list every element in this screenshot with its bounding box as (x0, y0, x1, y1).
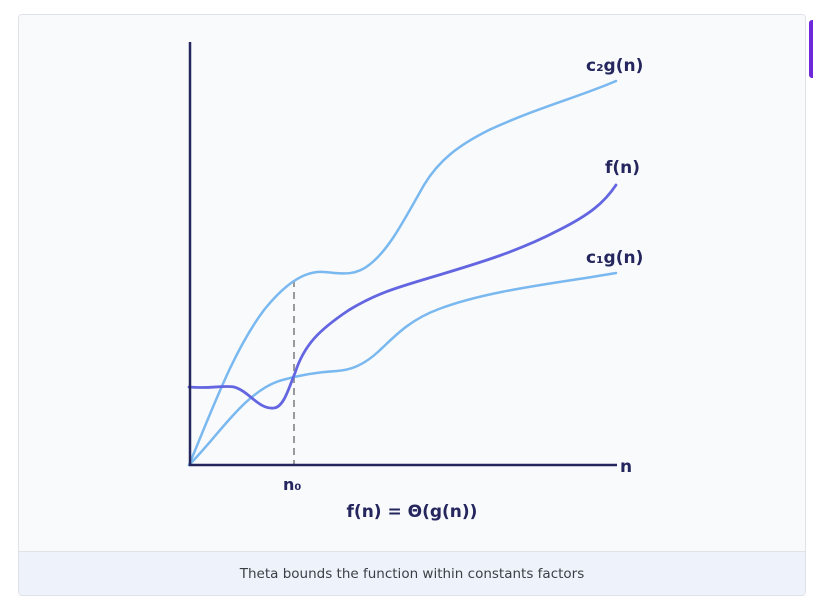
theta-notation-diagram: c₂g(n) f(n) c₁g(n) n n₀ f(n) = Θ(g(n)) (187, 42, 643, 522)
theta-equation: f(n) = Θ(g(n)) (347, 502, 478, 522)
x-axis-label: n (620, 457, 632, 477)
function-label: f(n) (605, 158, 640, 178)
side-tab[interactable] (809, 20, 813, 78)
function-curve (187, 183, 618, 410)
upper-bound-label: c₂g(n) (586, 56, 643, 76)
diagram-area: c₂g(n) f(n) c₁g(n) n n₀ f(n) = Θ(g(n)) (19, 15, 805, 551)
upper-bound-curve (187, 79, 618, 467)
threshold-label: n₀ (283, 475, 301, 494)
figure-card: c₂g(n) f(n) c₁g(n) n n₀ f(n) = Θ(g(n)) T… (18, 14, 806, 596)
figure-caption: Theta bounds the function within constan… (239, 566, 585, 582)
lower-bound-label: c₁g(n) (586, 248, 643, 268)
lower-bound-curve (187, 271, 618, 467)
caption-bar: Theta bounds the function within constan… (19, 551, 805, 595)
